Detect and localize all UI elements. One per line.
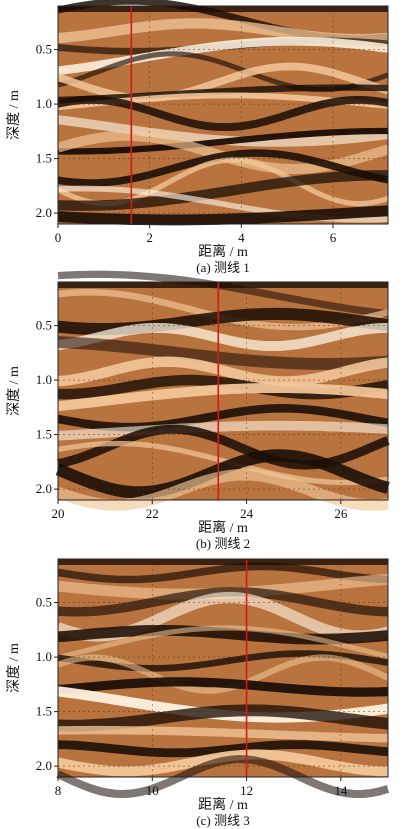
radargram-chart-b: 20 22 24 26 0.5 1.0 1.5 2.0 距离 / m 深度 / m (b) 测线 2	[6, 270, 390, 551]
reflection-band	[57, 149, 389, 187]
reflection-band	[57, 725, 389, 743]
reflection-band	[57, 205, 389, 226]
panel-caption: (a) 测线 1	[196, 260, 249, 275]
reflection-band	[57, 625, 389, 645]
y-tick-label: 1.0	[36, 649, 52, 664]
radargram-chart-a: 0 2 4 6 0.5 1.0 1.5 2.0 距离 / m 深度 / m (a) 测线 1	[6, 0, 390, 275]
y-tick-label: 0.5	[36, 42, 52, 57]
radargram-chart-c: 8 10 12 14 0.5 1.0 1.5 2.0 距离 / m 深度 / m (c) 测线 3	[6, 558, 390, 828]
y-tick-label: 0.5	[36, 318, 52, 333]
reflection-band	[57, 420, 389, 441]
reflection-band	[57, 650, 389, 672]
reflection-band	[57, 704, 389, 732]
y-axis-title: 深度 / m	[6, 643, 22, 693]
reflection-band	[57, 383, 389, 412]
y-tick-label: 1.0	[36, 96, 52, 111]
x-tick-label: 10	[146, 783, 159, 798]
y-tick-label: 1.0	[36, 372, 52, 387]
y-axis-title: 深度 / m	[6, 366, 22, 416]
x-tick-label: 0	[55, 230, 62, 245]
x-tick-label: 26	[334, 506, 348, 521]
plot-frame	[57, 281, 389, 501]
x-tick-label: 6	[330, 230, 337, 245]
plot-frame	[57, 558, 389, 778]
reflection-band	[57, 562, 389, 584]
radargram-panel-b: 20 22 24 26 0.5 1.0 1.5 2.0 距离 / m 深度 / m (b) 测线 2	[0, 270, 406, 552]
radargram-texture	[55, 270, 390, 511]
reflection-band	[57, 677, 389, 697]
y-tick-label: 2.0	[36, 481, 52, 496]
radargram-panel-a: 0 2 4 6 0.5 1.0 1.5 2.0 距离 / m 深度 / m (a) 测线 1	[0, 0, 406, 276]
reflection-band	[57, 740, 389, 758]
y-tick-label: 0.5	[36, 595, 52, 610]
reflection-band	[57, 356, 389, 387]
x-tick-label: 20	[52, 506, 65, 521]
reflection-band	[56, 468, 389, 511]
x-tick-label: 22	[146, 506, 159, 521]
reflection-band	[57, 336, 389, 370]
x-tick-label: 12	[240, 783, 253, 798]
x-tick-label: 8	[55, 783, 62, 798]
y-tick-label: 1.5	[36, 427, 52, 442]
y-tick-label: 1.5	[36, 151, 52, 166]
x-axis-title: 距离 / m	[198, 243, 248, 260]
y-tick-label: 2.0	[36, 205, 52, 220]
reflection-band	[56, 654, 390, 694]
x-tick-label: 4	[238, 230, 245, 245]
y-tick-label: 1.5	[36, 704, 52, 719]
x-axis-title: 距离 / m	[198, 796, 248, 813]
x-tick-label: 2	[146, 230, 153, 245]
panel-caption: (c) 测线 3	[196, 813, 249, 828]
radargram-texture	[56, 0, 390, 226]
radargram-texture	[56, 559, 390, 799]
reflection-band	[57, 322, 389, 352]
reflection-band	[57, 440, 389, 486]
y-axis-title: 深度 / m	[6, 90, 22, 140]
x-axis-title: 距离 / m	[198, 519, 248, 536]
plot-frame	[57, 5, 389, 225]
x-tick-label: 24	[240, 506, 254, 521]
panel-caption: (b) 测线 2	[196, 536, 250, 551]
y-tick-label: 2.0	[36, 758, 52, 773]
x-tick-label: 14	[334, 783, 348, 798]
grid	[57, 282, 388, 500]
reflection-band	[57, 625, 389, 661]
reflection-band	[56, 755, 390, 799]
reflection-band	[57, 404, 389, 432]
radargram-panel-c: 8 10 12 14 0.5 1.0 1.5 2.0 距离 / m 深度 / m (c) 测线 3	[0, 553, 406, 829]
